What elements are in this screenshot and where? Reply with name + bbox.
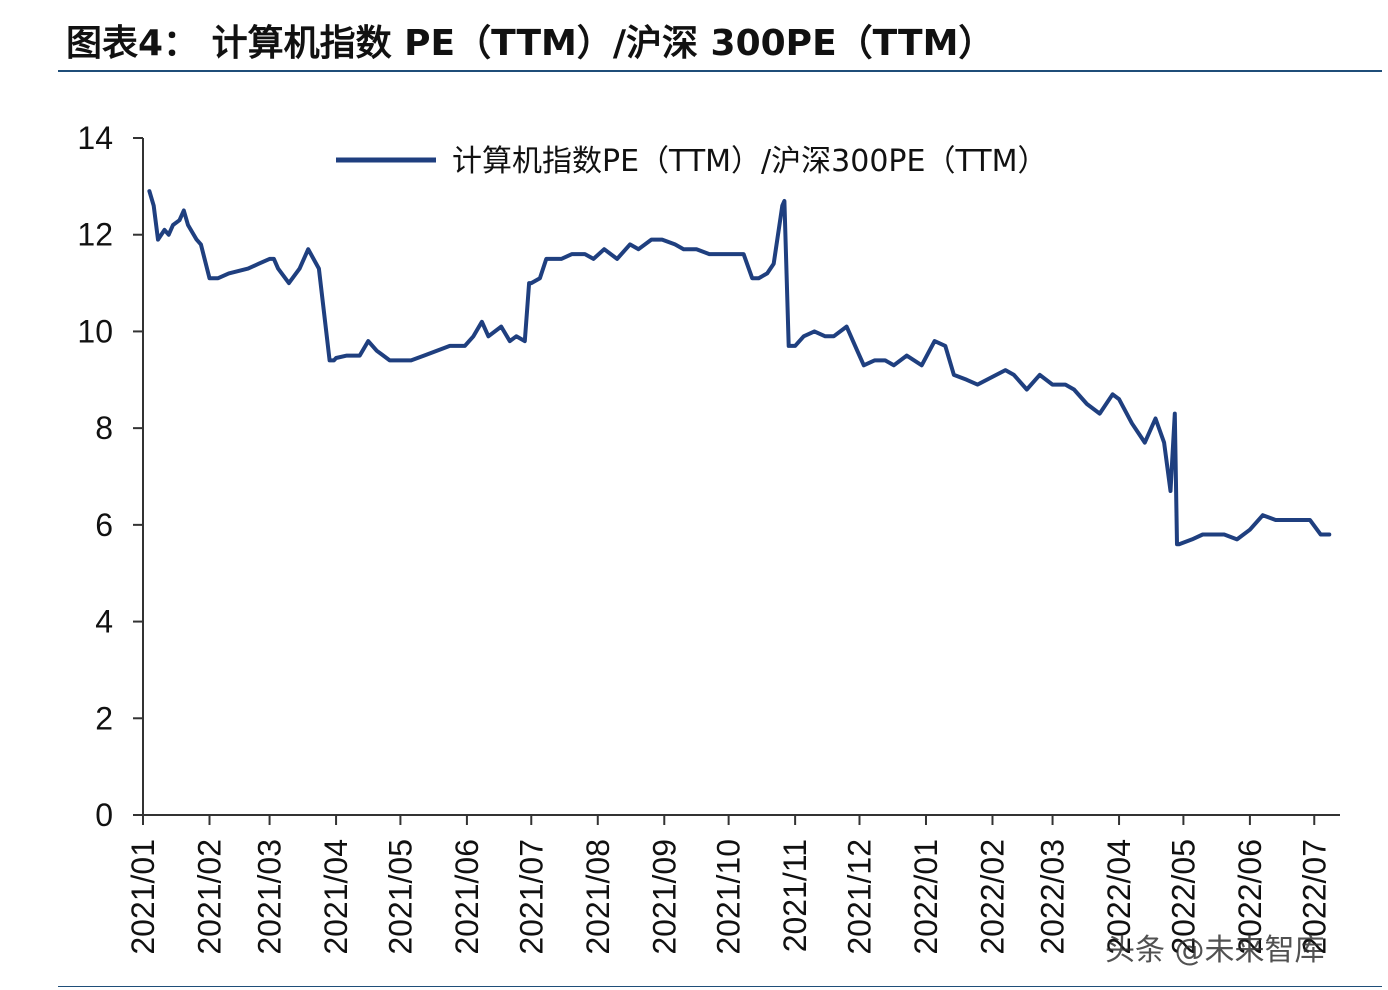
x-tick-label: 2022/04 bbox=[1101, 839, 1137, 955]
y-tick-label: 6 bbox=[95, 507, 113, 543]
x-tick-label: 2021/11 bbox=[777, 839, 813, 952]
y-tick-label: 2 bbox=[95, 700, 113, 736]
chart-axes bbox=[142, 138, 1340, 816]
x-tick-label: 2021/12 bbox=[841, 839, 877, 955]
x-tick-label: 2021/03 bbox=[252, 839, 288, 955]
x-tick-label: 2022/02 bbox=[974, 839, 1010, 955]
title-divider bbox=[58, 70, 1382, 72]
chart-title: 图表4： 计算机指数 PE（TTM）/沪深 300PE（TTM） bbox=[66, 23, 995, 64]
x-tick-label: 2022/06 bbox=[1232, 839, 1268, 955]
x-tick-label: 2021/06 bbox=[449, 839, 485, 955]
x-tick-label: 2022/01 bbox=[908, 839, 944, 955]
x-tick-label: 2022/07 bbox=[1296, 839, 1332, 955]
x-tick-label: 2021/05 bbox=[382, 839, 418, 955]
y-tick-label: 0 bbox=[95, 797, 113, 833]
x-tick-label: 2022/05 bbox=[1165, 839, 1201, 955]
y-tick-label: 10 bbox=[77, 313, 113, 349]
x-tick-label: 2021/08 bbox=[580, 839, 616, 955]
x-tick-label: 2021/10 bbox=[711, 839, 747, 955]
watermark: 头条 @未来智库 bbox=[1105, 933, 1325, 968]
y-tick-label: 4 bbox=[95, 604, 113, 640]
x-tick-label: 2021/01 bbox=[125, 839, 161, 955]
x-tick-label: 2022/03 bbox=[1035, 839, 1071, 955]
x-tick-label: 2021/04 bbox=[318, 839, 354, 955]
bottom-divider bbox=[58, 986, 1382, 987]
y-tick-label: 12 bbox=[77, 217, 113, 253]
legend: 计算机指数PE（TTM）/沪深300PE（TTM） bbox=[336, 144, 1047, 179]
x-axis-ticks: 2021/01 2021/02 2021/03 2021/04 2021/05 2021/… bbox=[125, 815, 1332, 955]
legend-label: 计算机指数PE（TTM）/沪深300PE（TTM） bbox=[452, 144, 1047, 179]
y-tick-label: 14 bbox=[77, 120, 113, 156]
x-tick-label: 2021/02 bbox=[192, 839, 228, 955]
y-tick-label: 8 bbox=[95, 410, 113, 446]
series-group bbox=[147, 189, 1332, 547]
series-line bbox=[147, 189, 1332, 547]
y-axis-ticks: 0 2 4 6 8 10 12 14 bbox=[77, 120, 143, 833]
x-tick-label: 2021/09 bbox=[646, 839, 682, 955]
x-tick-label: 2021/07 bbox=[513, 839, 549, 955]
